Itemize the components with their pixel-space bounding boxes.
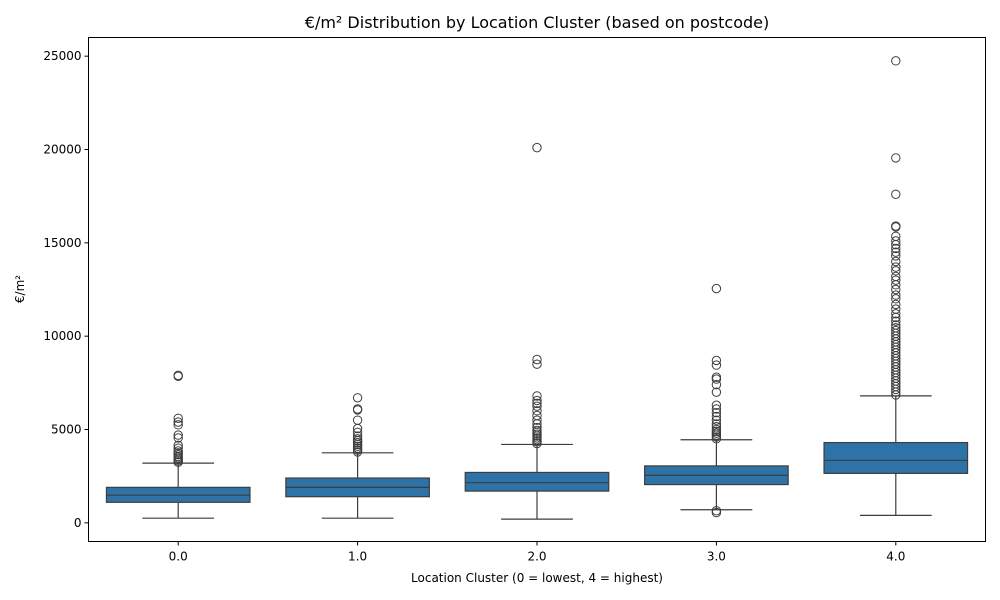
y-axis: 0 5000 10000 15000 20000 25000 [43, 49, 89, 530]
outlier-point [711, 400, 722, 410]
x-tick-label: 4.0 [886, 550, 905, 564]
outlier-point [891, 323, 901, 333]
outlier-point [532, 401, 542, 411]
outlier-point [711, 424, 722, 435]
y-axis-label: €/m² [13, 275, 27, 303]
outlier-point [711, 380, 722, 390]
y-tick-label: 25000 [43, 49, 81, 63]
box-group-3-0 [644, 283, 789, 518]
outlier-point [891, 325, 901, 336]
outlier-point [352, 427, 363, 437]
outlier-point [532, 142, 542, 153]
x-axis-label: Location Cluster (0 = lowest, 4 = highes… [411, 571, 663, 585]
outlier-point [891, 153, 901, 163]
outlier-point [173, 413, 183, 423]
outlier-point [532, 425, 542, 436]
outlier-point [711, 404, 722, 414]
outlier-point [711, 360, 722, 370]
outlier-point [711, 422, 722, 432]
chart-title: €/m² Distribution by Location Cluster (b… [305, 13, 769, 32]
x-tick-label: 2.0 [527, 550, 546, 564]
x-tick-label: 1.0 [348, 550, 367, 564]
outlier-point [352, 434, 363, 444]
outlier-point [891, 256, 901, 267]
outlier-point [532, 410, 542, 421]
outlier-point [173, 440, 183, 451]
outlier-point [711, 415, 722, 425]
x-tick-label: 0.0 [169, 550, 188, 564]
outlier-point [352, 431, 363, 441]
outlier-point [891, 251, 901, 261]
outlier-point [891, 271, 901, 282]
outlier-point [891, 56, 901, 66]
outlier-point [532, 395, 542, 406]
outlier-point [891, 309, 901, 319]
outlier-point [891, 294, 901, 304]
outlier-point [891, 299, 901, 310]
box [464, 471, 610, 492]
plot-area [105, 56, 969, 520]
outlier-point [352, 393, 363, 403]
outlier-point [532, 415, 542, 425]
box-group-1-0 [285, 393, 430, 519]
outlier-point [173, 433, 183, 443]
x-axis: 0.0 1.0 2.0 3.0 4.0 [169, 541, 905, 564]
outlier-point [891, 221, 901, 231]
outlier-point [891, 243, 901, 254]
outlier-point [711, 408, 722, 418]
outlier-point [173, 417, 183, 427]
outlier-point [891, 266, 901, 276]
y-tick-label: 15000 [43, 236, 81, 250]
outlier-point [891, 320, 901, 330]
outlier-point [711, 419, 722, 429]
outlier-point [711, 506, 722, 516]
outlier-point [711, 411, 722, 422]
outlier-point [711, 374, 722, 384]
outlier-point [891, 284, 901, 295]
outlier-point [532, 354, 542, 365]
outlier-point [891, 236, 901, 246]
outlier-point [891, 290, 901, 300]
outlier-point [173, 443, 183, 453]
outlier-point [711, 355, 722, 366]
outlier-point [711, 387, 722, 397]
box-group-0-0 [105, 370, 251, 519]
outlier-point [532, 406, 542, 416]
outlier-point [891, 262, 901, 272]
outlier-point [891, 316, 901, 326]
y-tick-label: 5000 [51, 423, 82, 437]
y-tick-label: 10000 [43, 329, 81, 343]
box [823, 441, 969, 474]
outlier-point [891, 304, 901, 314]
outlier-point [711, 283, 722, 294]
outlier-point [352, 404, 363, 414]
outlier-point [891, 231, 901, 242]
outlier-point [173, 420, 183, 430]
outlier-point [891, 189, 901, 200]
outlier-point [532, 398, 542, 409]
outlier-point [532, 359, 542, 369]
outlier-point [173, 370, 183, 381]
outlier-point [173, 446, 183, 456]
outlier-point [891, 247, 901, 257]
y-tick-label: 20000 [43, 143, 81, 157]
box-group-2-0 [464, 142, 610, 520]
box-group-4-0 [823, 56, 969, 516]
outlier-point [532, 391, 542, 401]
outlier-point [532, 422, 542, 433]
outlier-point [891, 275, 901, 285]
outlier-point [711, 372, 722, 382]
outlier-point [173, 430, 183, 440]
x-tick-label: 3.0 [707, 550, 726, 564]
y-tick-label: 0 [74, 516, 82, 530]
outlier-point [352, 415, 363, 425]
